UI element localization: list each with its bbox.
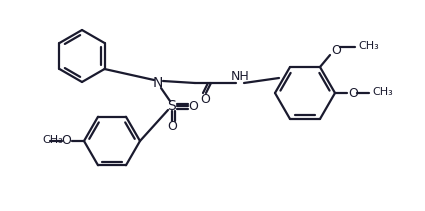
Text: NH: NH bbox=[231, 69, 249, 83]
Text: O: O bbox=[167, 119, 177, 133]
Text: S: S bbox=[167, 99, 176, 113]
Text: O: O bbox=[331, 43, 341, 57]
Text: CH₃: CH₃ bbox=[358, 41, 379, 51]
Text: O: O bbox=[348, 87, 358, 100]
Text: N: N bbox=[153, 76, 163, 90]
Text: O: O bbox=[188, 100, 198, 112]
Text: CH₃: CH₃ bbox=[372, 87, 393, 97]
Text: O: O bbox=[200, 92, 210, 106]
Text: O: O bbox=[61, 134, 71, 147]
Text: CH₃: CH₃ bbox=[42, 135, 63, 145]
